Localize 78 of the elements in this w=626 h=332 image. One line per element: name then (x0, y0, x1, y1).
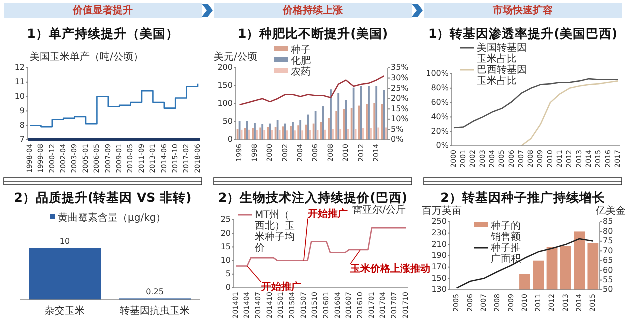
line-series (520, 80, 619, 147)
y-tick-label: 10 (220, 256, 231, 265)
annotation: 玉米价格上涨推动 (350, 262, 431, 275)
legend-label: 农药 (291, 66, 311, 78)
y-tick-label: 0 (228, 135, 233, 144)
y-tick-label: 230 (432, 228, 447, 238)
y-tick-label: 130 (432, 285, 447, 294)
y2-tick-label: 80 (603, 226, 614, 236)
chart-subtitle: 市场快速扩容 (492, 4, 553, 17)
annotation: 开始推广 (307, 208, 348, 220)
y-axis-title: 美元/公顷 (214, 51, 258, 63)
y-tick-label: 25 (220, 215, 231, 224)
annotation: 开始推广 (260, 281, 302, 294)
y-tick-label: 50 (222, 117, 233, 126)
y-tick-label: 8 (20, 120, 25, 130)
chart-subtitle: 价值显著提升 (72, 4, 133, 17)
y-tick-label: 5 (226, 270, 231, 279)
y-tick-label: 0 (226, 283, 231, 292)
legend-label: 化肥 (291, 54, 311, 67)
y2-tick-label: 70 (603, 246, 614, 256)
chart-title: 2）生物技术注入持续提价(巴西) (218, 190, 408, 205)
y2-tick-label: 5% (391, 124, 404, 134)
data-label: 10 (60, 237, 70, 246)
y-axis-title: 雷亚尔/公斤 (352, 204, 406, 216)
data-label: 0.25 (146, 288, 164, 297)
chart-title: 2）品质提升(转基因 VS 非转) (14, 190, 192, 205)
y-tick-label: 200 (218, 63, 233, 72)
legend-label: 种子推广面积 (491, 242, 521, 265)
chart-title: 1）单产持续提升（美国） (27, 26, 179, 41)
y-tick-label: 0% (436, 141, 450, 150)
legend-label: 种子 (291, 44, 311, 56)
y-tick-label: 11 (14, 78, 25, 87)
y-tick-label: 9 (20, 106, 25, 116)
line-series (239, 76, 385, 106)
y2-tick-label: 50 (603, 285, 614, 294)
y2-tick-label: 20% (391, 94, 410, 104)
y2-tick-label: 85 (603, 217, 614, 226)
legend-label: MT州（西北）玉米种子均价 (254, 208, 295, 254)
chart-subtitle: 价格持续上涨 (282, 4, 344, 17)
y2-tick-label: 55 (603, 275, 614, 284)
y-tick-label: 40% (431, 112, 450, 122)
y-tick-label: 20% (431, 126, 450, 136)
y-tick-label: 250 (432, 217, 447, 226)
legend-label: 种子的销售额 (490, 220, 521, 243)
y-tick-label: 100 (218, 99, 233, 108)
y-axis-title: 美国玉米单产（吨/公顷） (30, 51, 144, 63)
y2-tick-label: 60 (603, 266, 614, 275)
y-tick-label: 60% (431, 98, 450, 107)
y-tick-label: 12 (14, 63, 25, 72)
y2-tick-label: 0% (391, 135, 404, 144)
y2-tick-label: 35% (391, 63, 410, 72)
chart-title: 1）种肥比不断提升(美国) (238, 26, 388, 41)
y2-tick-label: 25% (391, 84, 410, 93)
y2-tick-label: 10% (391, 114, 410, 124)
y2-tick-label: 15% (391, 104, 410, 114)
legend-label: 美国转基因玉米占比 (477, 42, 527, 65)
y-tick-label: 150 (432, 274, 447, 283)
x-tick-label: 转基因抗虫玉米 (120, 305, 190, 317)
x-tick-label: 杂交玉米 (45, 305, 85, 317)
y2-axis-title: 亿美金 (595, 205, 626, 217)
y-tick-label: 150 (218, 81, 233, 90)
y2-tick-label: 65 (603, 256, 614, 266)
legend-label: 黄曲霉素含量（μg/kg） (58, 212, 166, 224)
y-axis-title: 百万英亩 (422, 205, 462, 217)
y-tick-label: 20 (220, 228, 231, 238)
legend-label: 巴西转基因玉米占比 (477, 64, 527, 87)
y2-tick-label: 75 (603, 236, 614, 246)
y-tick-label: 7 (20, 135, 25, 144)
chart-title: 2）转基因种子推广持续增长 (440, 190, 606, 205)
y-tick-label: 190 (432, 251, 447, 260)
chart-title: 1）转基因渗透率提升(美国巴西) (428, 26, 618, 41)
y-tick-label: 100% (426, 69, 450, 78)
y-tick-label: 80% (431, 84, 450, 93)
y-tick-label: 10 (14, 92, 25, 101)
y-tick-label: 170 (432, 262, 447, 272)
y-tick-label: 210 (432, 240, 447, 249)
y2-tick-label: 30% (391, 73, 410, 82)
y-tick-label: 15 (220, 242, 231, 252)
